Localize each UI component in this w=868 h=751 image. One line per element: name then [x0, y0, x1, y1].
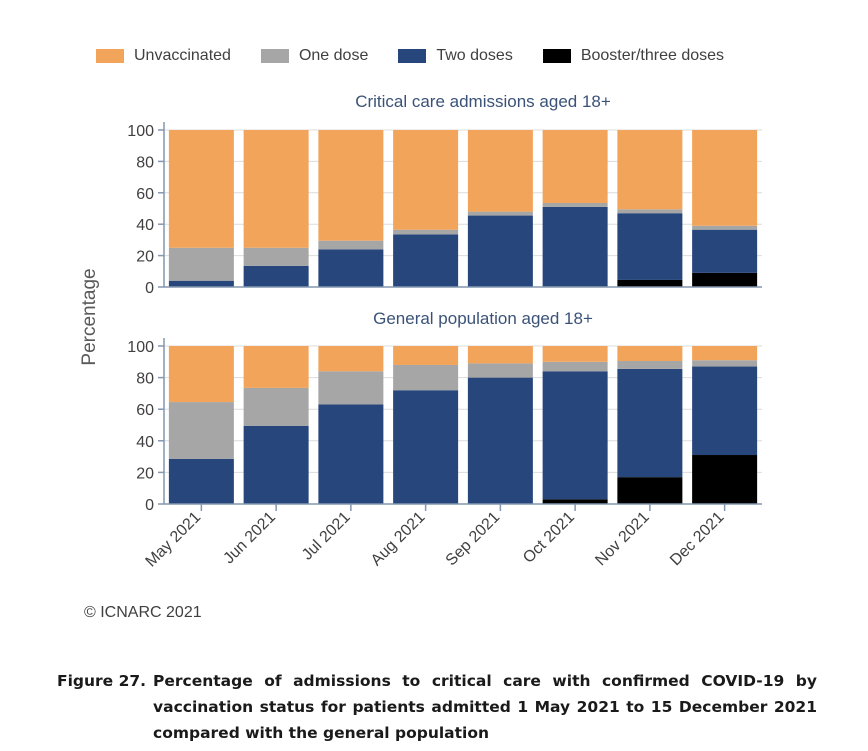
legend-label-two-doses: Two doses [436, 47, 513, 64]
bar-segment-two-doses-nov-2021 [617, 213, 683, 280]
y-tick-label: 0 [145, 280, 154, 297]
x-tick-label-aug-2021: Aug 2021 [368, 509, 429, 570]
panel-title-1: Critical care admissions aged 18+ [355, 92, 611, 111]
chart-legend: Unvaccinated One dose Two doses Booster/… [96, 47, 754, 65]
bar-segment-unvaccinated-jun-2021 [243, 130, 309, 248]
y-tick-label: 100 [127, 123, 154, 140]
bar-segment-unvaccinated-sep-2021 [467, 130, 533, 212]
y-tick-label: 60 [136, 402, 154, 419]
bar-segment-two-doses-dec-2021 [692, 229, 758, 273]
bar-segment-two-doses-may-2021 [168, 280, 234, 287]
bar-segment-two-doses-sep-2021 [467, 215, 533, 287]
x-tick-label-dec-2021: Dec 2021 [667, 509, 728, 570]
bar-segment-unvaccinated-dec-2021 [692, 130, 758, 226]
copyright-notice: © ICNARC 2021 [84, 604, 202, 621]
legend-item-one-dose: One dose [260, 47, 369, 65]
bar-segment-booster-dec-2021 [692, 455, 758, 504]
x-tick-label-oct-2021: Oct 2021 [520, 509, 578, 567]
bar-segment-one-dose-aug-2021 [393, 229, 459, 235]
legend-label-booster: Booster/three doses [580, 47, 725, 64]
bar-segment-one-dose-oct-2021 [542, 203, 608, 207]
bar-segment-unvaccinated-jul-2021 [318, 346, 384, 372]
bar-segment-unvaccinated-aug-2021 [393, 130, 459, 230]
bar-segment-one-dose-jun-2021 [243, 387, 309, 426]
panel-title-2: General population aged 18+ [373, 309, 593, 328]
legend-item-unvaccinated: Unvaccinated [96, 47, 231, 65]
y-tick-label: 60 [136, 186, 154, 203]
y-tick-label: 40 [136, 217, 154, 234]
bar-segment-one-dose-may-2021 [168, 402, 234, 459]
bar-segment-booster-oct-2021 [542, 499, 608, 504]
bar-segment-one-dose-may-2021 [168, 247, 234, 281]
y-tick-label: 20 [136, 249, 154, 266]
bar-segment-booster-nov-2021 [617, 279, 683, 287]
legend-swatch-one-dose [260, 49, 289, 63]
bar-segment-booster-dec-2021 [692, 272, 758, 287]
bar-segment-unvaccinated-jul-2021 [318, 130, 384, 241]
bar-segment-unvaccinated-sep-2021 [467, 346, 533, 364]
bar-segment-one-dose-dec-2021 [692, 360, 758, 367]
bar-segment-one-dose-jul-2021 [318, 240, 384, 250]
legend-label-unvaccinated: Unvaccinated [134, 47, 231, 64]
bar-segment-one-dose-aug-2021 [393, 364, 459, 391]
bar-segment-two-doses-aug-2021 [393, 234, 459, 287]
bar-segment-unvaccinated-oct-2021 [542, 346, 608, 362]
bar-segment-one-dose-nov-2021 [617, 209, 683, 214]
legend-swatch-booster [542, 49, 571, 63]
bar-segment-one-dose-oct-2021 [542, 361, 608, 372]
bar-segment-unvaccinated-dec-2021 [692, 346, 758, 361]
bar-segment-one-dose-jun-2021 [243, 247, 309, 266]
bar-segment-unvaccinated-nov-2021 [617, 130, 683, 210]
x-tick-label-jul-2021: Jul 2021 [299, 509, 354, 564]
bar-segment-one-dose-dec-2021 [692, 225, 758, 230]
legend-label-one-dose: One dose [298, 47, 369, 64]
caption-text: Percentage of admissions to critical car… [153, 672, 817, 742]
y-axis-title: Percentage [79, 268, 100, 365]
bar-segment-unvaccinated-may-2021 [168, 130, 234, 248]
bar-segment-one-dose-sep-2021 [467, 211, 533, 216]
y-tick-label: 80 [136, 371, 154, 388]
bar-segment-two-doses-jul-2021 [318, 249, 384, 287]
bar-segment-unvaccinated-nov-2021 [617, 346, 683, 362]
bar-segment-two-doses-jun-2021 [243, 265, 309, 287]
y-tick-label: 20 [136, 465, 154, 482]
x-tick-label-nov-2021: Nov 2021 [592, 509, 653, 570]
x-tick-label-may-2021: May 2021 [142, 509, 204, 571]
bar-segment-two-doses-jun-2021 [243, 425, 309, 504]
bar-segment-booster-nov-2021 [617, 477, 683, 504]
bar-segment-two-doses-jul-2021 [318, 404, 384, 504]
legend-item-two-doses: Two doses [398, 47, 513, 65]
bar-segment-unvaccinated-oct-2021 [542, 130, 608, 204]
bar-segment-two-doses-oct-2021 [542, 206, 608, 287]
x-tick-label-sep-2021: Sep 2021 [443, 509, 504, 570]
bar-segment-one-dose-nov-2021 [617, 361, 683, 369]
bar-segment-two-doses-aug-2021 [393, 390, 459, 504]
bar-segment-unvaccinated-may-2021 [168, 346, 234, 403]
x-tick-label-jun-2021: Jun 2021 [220, 509, 279, 568]
y-tick-label: 80 [136, 154, 154, 171]
bar-segment-two-doses-nov-2021 [617, 368, 683, 478]
bar-segment-unvaccinated-jun-2021 [243, 346, 309, 388]
legend-item-booster: Booster/three doses [542, 47, 725, 65]
y-tick-label: 100 [127, 339, 154, 356]
bar-segment-two-doses-dec-2021 [692, 366, 758, 456]
bar-segment-two-doses-sep-2021 [467, 377, 533, 504]
caption-figure-number: Figure 27. [57, 672, 147, 690]
y-tick-label: 40 [136, 434, 154, 451]
legend-swatch-unvaccinated [96, 49, 124, 63]
bar-segment-two-doses-may-2021 [168, 458, 234, 504]
y-tick-label: 0 [145, 497, 154, 514]
figure-caption: Figure 27. Percentage of admissions to c… [57, 668, 817, 746]
bar-segment-two-doses-oct-2021 [542, 371, 608, 500]
bar-segment-unvaccinated-aug-2021 [393, 346, 459, 365]
bar-segment-one-dose-sep-2021 [467, 363, 533, 378]
bar-segment-one-dose-jul-2021 [318, 371, 384, 405]
legend-swatch-two-doses [398, 49, 427, 63]
